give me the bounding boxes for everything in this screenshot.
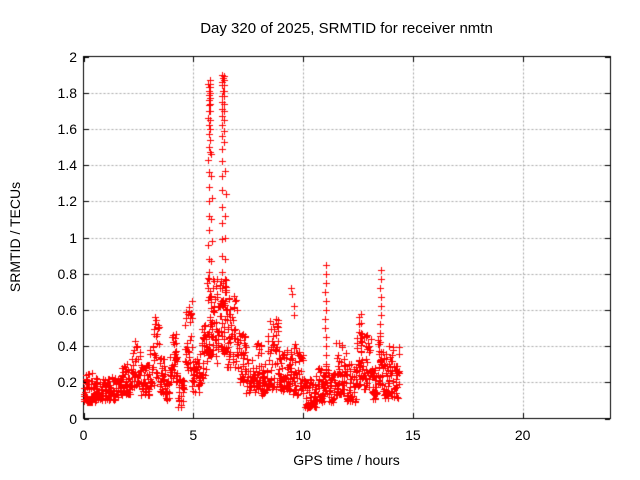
x-axis-label: GPS time / hours	[293, 452, 400, 468]
y-tick-label: 1.8	[57, 84, 77, 101]
x-tick-label: 0	[79, 427, 88, 443]
chart-title: Day 320 of 2025, SRMTID for receiver nmt…	[200, 20, 493, 37]
y-tick-label: 2	[69, 48, 77, 65]
x-tick-label: 5	[189, 427, 198, 443]
y-tick-label: 0.4	[57, 338, 77, 355]
y-tick-label: 0.2	[57, 374, 77, 391]
y-tick-label: 0.8	[57, 265, 77, 282]
x-tick-label: 15	[405, 427, 421, 443]
y-tick-label: 1.2	[57, 193, 77, 210]
x-tick-label: 10	[295, 427, 311, 443]
y-tick-label: 0.6	[57, 301, 77, 318]
x-tick-label: 20	[514, 427, 531, 443]
y-tick-label: 1	[69, 229, 77, 246]
y-tick-label: 0	[69, 410, 77, 427]
y-tick-label: 1.4	[57, 157, 77, 174]
y-tick-label: 1.6	[57, 120, 77, 137]
